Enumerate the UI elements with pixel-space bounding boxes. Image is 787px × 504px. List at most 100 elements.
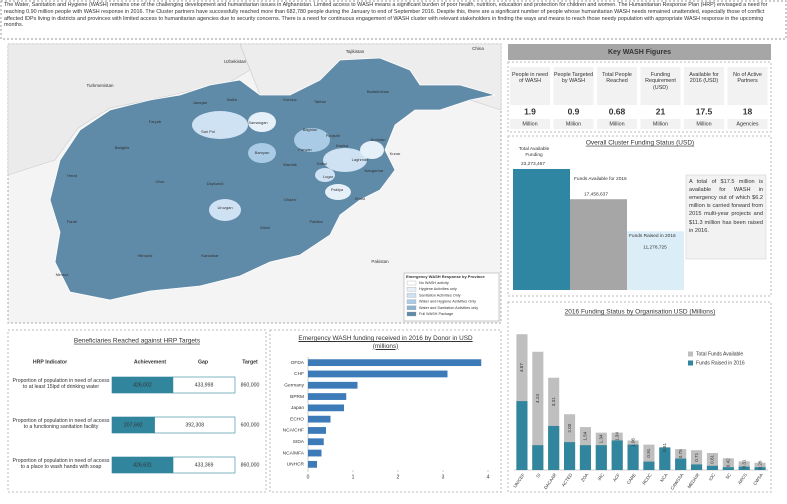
province-label: Zabul [260,225,270,230]
x-tick-label: CWSA [752,472,764,486]
x-tick-label: 2 [397,474,400,480]
province-label: Jawzjan [193,100,207,105]
afghanistan [49,57,496,301]
bar [570,199,627,290]
y-tick-label: SIDA [293,439,305,445]
figure-label: Funding Requirement (USD) [645,72,676,91]
province-label: Nuristan [371,137,386,142]
x-tick-label: SC [724,472,732,480]
legend-swatch [406,280,417,286]
bar [308,359,482,367]
province-label: Bamyan [255,150,270,155]
province-label: Badakhshan [367,89,389,94]
chart-title: Beneficiaries Reached against HRP Target… [74,338,201,345]
bar [308,381,358,389]
column-header: Gap [198,359,208,365]
province-label: Panjshir [326,133,341,138]
bar-raised [579,445,591,470]
bar [308,460,317,468]
country-label: Turkmenistan [86,83,114,88]
y-tick-label: UNHCR [287,462,305,468]
province-area [248,143,276,163]
legend-swatch [406,311,417,317]
country-label: Uzbekistan [224,59,247,64]
legend-swatch [688,360,693,366]
value-label: 3.31 [551,397,556,406]
value-label: 426,631 [133,462,152,468]
province-label: Farah [67,219,77,224]
bar-total [532,351,544,470]
value-label: 11,278,725 [643,245,667,251]
value-label: 1.54 [583,431,588,440]
chart-title: 2016 Funding Status by Organisation USD … [565,309,716,316]
legend-label: Funds Raised in 2016 [696,360,745,366]
value-label: 1.06 [630,438,635,447]
bar [627,231,684,290]
legend-swatch [406,287,417,292]
value-label: 4.24 [535,394,540,403]
figure-value: 21 [656,106,666,116]
bar-raised [738,466,750,470]
value-label: 433,998 [195,382,214,388]
bar-raised [706,465,718,470]
legend-label: Water and Sanitation Activities only [419,306,478,310]
province-label: Nimroz [56,272,69,277]
province-label: Kunar [390,151,401,156]
x-tick-label: ACF [612,472,621,482]
y-tick-label: NCA/MFA [283,450,305,456]
figure-unit-bg [553,119,594,129]
column-header: Achievement [134,359,167,365]
province-label: Paktika [309,219,323,224]
category-label: Funds Raised in 2016 [629,234,676,240]
map: Uzbekistan Tajikistan Turkmenistan China Pak… [7,43,502,322]
bar [308,449,322,457]
value-label: 1.34 [599,434,604,443]
bar-raised [532,445,544,470]
province-label: Ghor [156,179,166,184]
value-label: 0.81 [662,443,667,452]
figure-label-bg [727,67,768,105]
indicator-label: Proportion of population in need of acce… [12,418,110,431]
bar-raised [722,467,734,470]
bar [308,404,344,412]
y-tick-label: CHF [294,371,304,377]
bar-total [691,450,703,470]
province-area [192,111,248,139]
key-figures-title: Key WASH Figures [608,49,671,56]
category-label: Total Available Funding [518,146,550,158]
province-area [248,112,276,132]
province-area [323,148,367,172]
province-label: Ghazni [284,197,297,202]
column-header: HRP Indicator [33,359,67,365]
chart-title: Overall Cluster Funding Status (USD) [586,140,694,147]
value-label: 0.31 [741,459,746,468]
province-label: Daykundi [207,181,224,186]
x-tick-label: ZOA [580,472,589,482]
value-label: 0.71 [694,452,699,461]
chart-title: Emergency WASH funding received in 2016 … [298,335,473,350]
x-tick-label: NCA [659,472,668,483]
province-label: Takhar [314,99,327,104]
x-tick-label: 4 [487,474,490,480]
x-tick-label: 1 [352,474,355,480]
province-label: Balkh [227,97,237,102]
value-label: 0.91 [646,448,651,457]
legend-label: Full WASH Package [419,312,453,316]
x-tick-label: ARCS [737,472,748,485]
province-area [360,141,384,159]
figure-unit: Million [653,121,668,127]
bar-total [706,452,718,470]
figure-label: Available for 2016 (USD) [689,72,719,85]
annotation: A total of $17.5 million is available fo… [689,179,763,234]
value-label: 0.61 [710,454,715,463]
value-label: 4.87 [519,363,524,372]
bar-raised [595,445,607,470]
value-label: 1.34 [614,432,619,441]
y-tick-label: BPRM [290,394,304,400]
figure-unit: Million [609,121,624,127]
province-label: Parwan [298,147,312,152]
bar [308,415,331,423]
figure-label-bg [553,67,594,105]
figure-unit-bg [727,119,768,129]
x-tick-label: RCDC [641,472,652,485]
